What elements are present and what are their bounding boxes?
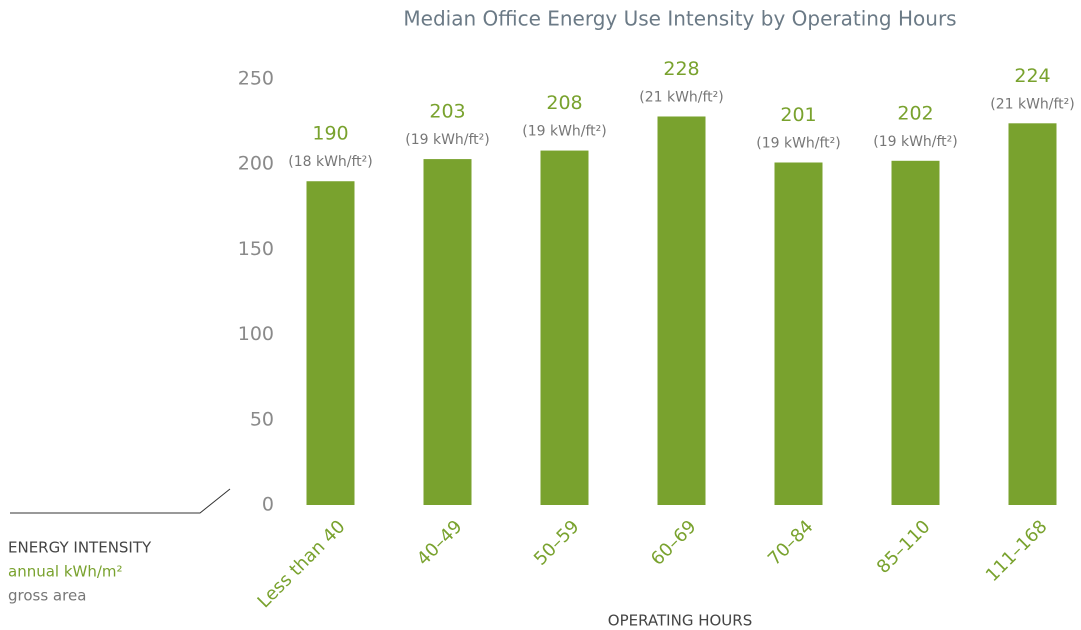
y-axis-label: gross area: [8, 587, 86, 605]
y-tick-label: 0: [262, 494, 274, 516]
secondary-label: (19 kWh/ft²): [522, 124, 607, 140]
x-tick-label: 50–59: [530, 516, 584, 570]
x-axis-label: OPERATING HOURS: [608, 612, 752, 630]
y-axis-label: ENERGY INTENSITY: [8, 539, 152, 557]
y-tick-label: 150: [238, 238, 274, 260]
bar: [540, 150, 589, 505]
value-label: 224: [1014, 65, 1050, 87]
secondary-label: (19 kWh/ft²): [873, 134, 958, 150]
bar: [657, 116, 706, 505]
secondary-label: (19 kWh/ft²): [405, 132, 490, 148]
value-label: 228: [663, 58, 699, 80]
y-tick-label: 100: [238, 323, 274, 345]
x-tick-label: 40–49: [413, 516, 467, 570]
x-tick-label: Less than 40: [254, 516, 350, 612]
bar: [306, 181, 355, 506]
secondary-label: (21 kWh/ft²): [990, 96, 1075, 112]
value-label: 190: [312, 123, 348, 145]
bar: [774, 162, 823, 505]
value-label: 201: [780, 104, 816, 126]
x-tick-label: 60–69: [647, 516, 701, 570]
y-tick-label: 250: [238, 68, 274, 90]
y-axis-label: annual kWh/m²: [8, 563, 123, 581]
x-tick-label: 85–110: [873, 516, 935, 578]
y-tick-label: 50: [250, 408, 274, 430]
y-tick-label: 200: [238, 153, 274, 175]
value-label: 208: [546, 92, 582, 114]
axis-decoration: [10, 488, 231, 514]
value-label: 202: [897, 102, 933, 124]
secondary-label: (21 kWh/ft²): [639, 89, 724, 105]
value-label: 203: [429, 101, 465, 123]
bar: [1008, 123, 1057, 505]
x-tick-label: 70–84: [764, 516, 818, 570]
bar: [891, 160, 940, 506]
chart-title: Median Office Energy Use Intensity by Op…: [403, 7, 956, 31]
secondary-label: (18 kWh/ft²): [288, 154, 373, 170]
x-tick-label: 111–168: [982, 516, 1052, 586]
secondary-label: (19 kWh/ft²): [756, 135, 841, 151]
bar: [423, 159, 472, 505]
